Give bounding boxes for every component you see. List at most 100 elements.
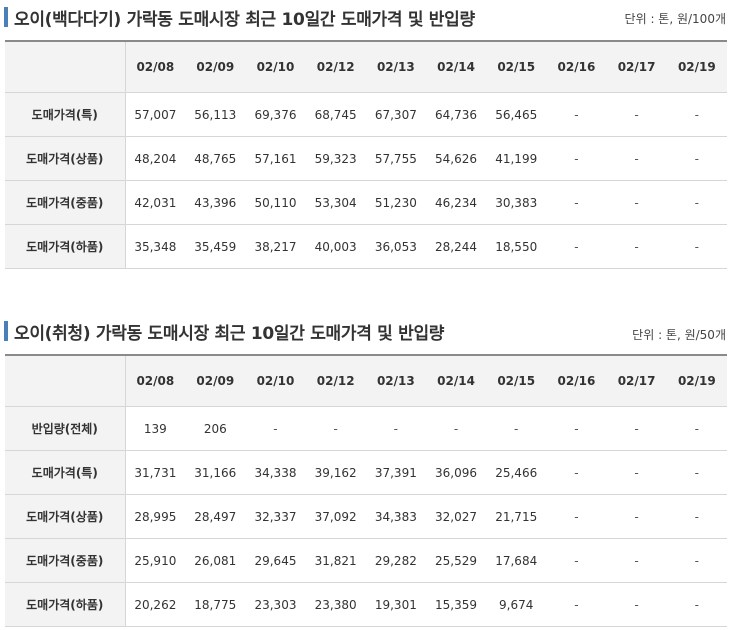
- date-header: 02/10: [245, 354, 306, 407]
- value-cell: 25,466: [486, 450, 547, 495]
- title-accent-bar: [4, 7, 8, 27]
- value-cell: -: [546, 92, 607, 137]
- value-cell: 64,736: [425, 92, 487, 137]
- value-cell: 69,376: [245, 92, 306, 137]
- value-cell: 37,092: [305, 494, 366, 539]
- value-cell: 28,995: [125, 494, 186, 539]
- section-chwicheong: 오이(취청) 가락동 도매시장 최근 10일간 도매가격 및 반입량 단위 : …: [0, 314, 730, 627]
- value-cell: 39,162: [305, 450, 366, 495]
- value-cell: 56,113: [185, 92, 246, 137]
- value-cell: 42,031: [125, 180, 186, 225]
- value-cell: 56,465: [486, 92, 547, 137]
- value-cell: -: [666, 224, 727, 269]
- value-cell: 68,745: [305, 92, 366, 137]
- value-cell: -: [305, 406, 366, 451]
- value-cell: 50,110: [245, 180, 306, 225]
- value-cell: -: [606, 582, 667, 627]
- value-cell: 25,529: [425, 538, 487, 583]
- value-cell: 36,053: [365, 224, 426, 269]
- date-header: 02/13: [365, 40, 426, 93]
- value-cell: -: [486, 406, 547, 451]
- value-cell: -: [546, 180, 607, 225]
- value-cell: 26,081: [185, 538, 246, 583]
- date-header: 02/08: [125, 354, 186, 407]
- table-row: 도매가격(중품) 25,910 26,081 29,645 31,821 29,282 25…: [5, 538, 727, 583]
- value-cell: 48,204: [125, 136, 186, 181]
- value-cell: -: [666, 406, 727, 451]
- header-corner-cell: [5, 40, 126, 93]
- value-cell: 28,497: [185, 494, 246, 539]
- value-cell: 21,715: [486, 494, 547, 539]
- value-cell: -: [546, 224, 607, 269]
- row-label: 도매가격(중품): [5, 538, 126, 583]
- value-cell: 34,383: [365, 494, 426, 539]
- value-cell: 40,003: [305, 224, 366, 269]
- value-cell: -: [606, 450, 667, 495]
- value-cell: -: [666, 180, 727, 225]
- value-cell: 41,199: [486, 136, 547, 181]
- section-title: 오이(백다다기) 가락동 도매시장 최근 10일간 도매가격 및 반입량: [14, 10, 475, 30]
- value-cell: 34,338: [245, 450, 306, 495]
- value-cell: -: [546, 406, 607, 451]
- date-header: 02/13: [365, 354, 426, 407]
- date-header: 02/16: [546, 354, 607, 407]
- table-row: 반입량(전체) 139 206- - - - - - - -: [5, 406, 727, 451]
- value-cell: -: [546, 494, 607, 539]
- value-cell: -: [606, 406, 667, 451]
- row-label: 도매가격(하품): [5, 224, 126, 269]
- value-cell: 32,337: [245, 494, 306, 539]
- value-cell: -: [546, 538, 607, 583]
- value-cell: -: [546, 582, 607, 627]
- row-label: 도매가격(상품): [5, 136, 126, 181]
- value-cell: 57,161: [245, 136, 306, 181]
- value-cell: -: [666, 136, 727, 181]
- value-cell: 139: [125, 406, 186, 451]
- value-cell: 29,645: [245, 538, 306, 583]
- value-cell: 36,096: [425, 450, 487, 495]
- unit-label: 단위 : 톤, 원/100개: [624, 12, 726, 26]
- date-header: 02/17: [606, 40, 667, 93]
- value-cell: 38,217: [245, 224, 306, 269]
- table-row: 도매가격(특) 31,731 31,166 34,338 39,162 37,391 36,…: [5, 450, 727, 495]
- value-cell: -: [666, 494, 727, 539]
- value-cell: -: [666, 582, 727, 627]
- value-cell: -: [666, 538, 727, 583]
- value-cell: -: [606, 538, 667, 583]
- table-row: 도매가격(상품) 28,995 28,497 32,337 37,092 34,383 32…: [5, 494, 727, 539]
- value-cell: 51,230: [365, 180, 426, 225]
- date-header: 02/09: [185, 40, 246, 93]
- value-cell: -: [425, 406, 487, 451]
- value-cell: 35,348: [125, 224, 186, 269]
- date-header: 02/14: [425, 40, 487, 93]
- header-corner-cell: [5, 354, 126, 407]
- row-label: 반입량(전체): [5, 406, 126, 451]
- value-cell: 46,234: [425, 180, 487, 225]
- value-cell: 67,307: [365, 92, 426, 137]
- value-cell: 35,459: [185, 224, 246, 269]
- row-label: 도매가격(상품): [5, 494, 126, 539]
- value-cell: 206: [185, 406, 246, 451]
- value-cell: -: [666, 450, 727, 495]
- value-cell: -: [365, 406, 426, 451]
- section-title: 오이(취청) 가락동 도매시장 최근 10일간 도매가격 및 반입량: [14, 324, 445, 344]
- value-cell: -: [606, 180, 667, 225]
- row-label: 도매가격(중품): [5, 180, 126, 225]
- date-header: 02/08: [125, 40, 186, 93]
- table-row: 도매가격(하품) 35,348 35,459 38,217 40,003 36,053 28…: [5, 224, 727, 269]
- table-row: 도매가격(상품) 48,204 48,765 57,161 59,323 57,755 54…: [5, 136, 727, 181]
- value-cell: 20,262: [125, 582, 186, 627]
- date-header: 02/17: [606, 354, 667, 407]
- table-row: 도매가격(특) 57,007 56,113 69,376 68,745 67,307 64,…: [5, 92, 727, 137]
- value-cell: 25,910: [125, 538, 186, 583]
- value-cell: 57,007: [125, 92, 186, 137]
- value-cell: 31,821: [305, 538, 366, 583]
- table-row: 도매가격(중품) 42,031 43,396 50,110 53,304 51,230 46…: [5, 180, 727, 225]
- date-header: 02/09: [185, 354, 246, 407]
- date-header: 02/16: [546, 40, 607, 93]
- value-cell: 31,731: [125, 450, 186, 495]
- row-label: 도매가격(하품): [5, 582, 126, 627]
- row-label: 도매가격(특): [5, 450, 126, 495]
- value-cell: 18,550: [486, 224, 547, 269]
- value-cell: -: [245, 406, 306, 451]
- unit-label: 단위 : 톤, 원/50개: [632, 328, 726, 342]
